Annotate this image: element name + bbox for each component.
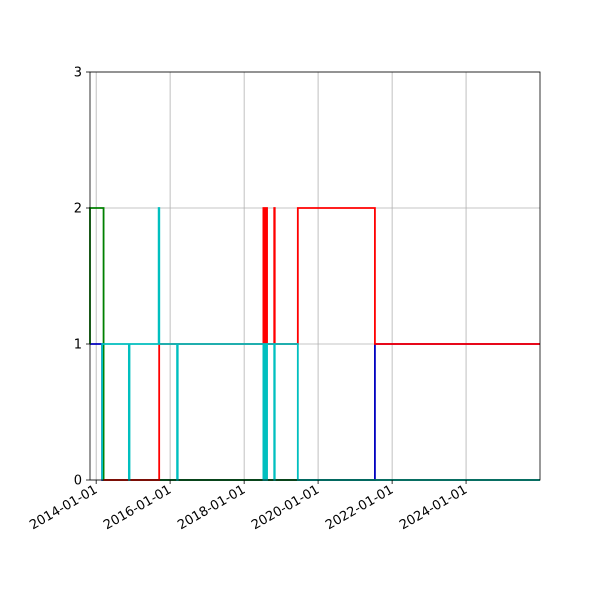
series-line-3 bbox=[103, 207, 540, 481]
plot-frame bbox=[89, 71, 541, 481]
y-tick-label: 3 bbox=[74, 66, 82, 81]
y-tick-label: 0 bbox=[74, 474, 82, 489]
y-tick-label: 2 bbox=[74, 202, 82, 217]
y-axis: 0 1 2 3 bbox=[74, 66, 90, 489]
y-tick-label: 1 bbox=[74, 338, 82, 353]
